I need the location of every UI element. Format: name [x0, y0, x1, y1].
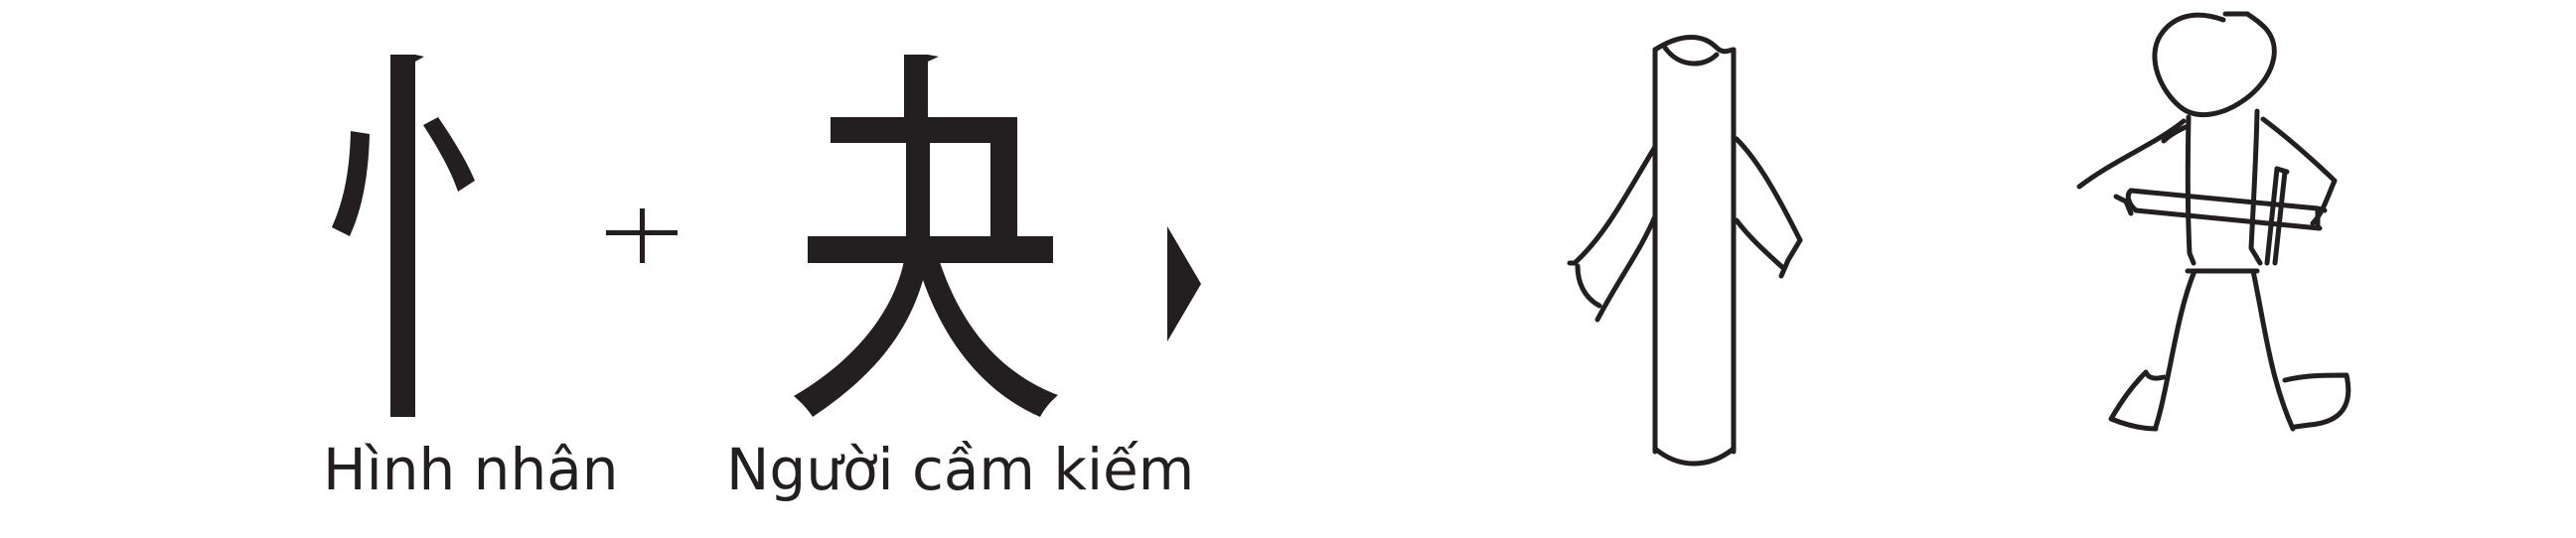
label-figurine: Hình nhân — [323, 436, 619, 503]
character-component-icon — [794, 55, 1058, 417]
post-figure-icon — [1567, 34, 1803, 467]
arrow-right-icon — [1167, 226, 1201, 341]
swordsman-figure-icon — [2076, 11, 2351, 432]
character-radical-icon — [332, 55, 475, 417]
label-swordsman: Người cầm kiếm — [726, 436, 1195, 503]
plus-operator-icon — [606, 208, 678, 263]
